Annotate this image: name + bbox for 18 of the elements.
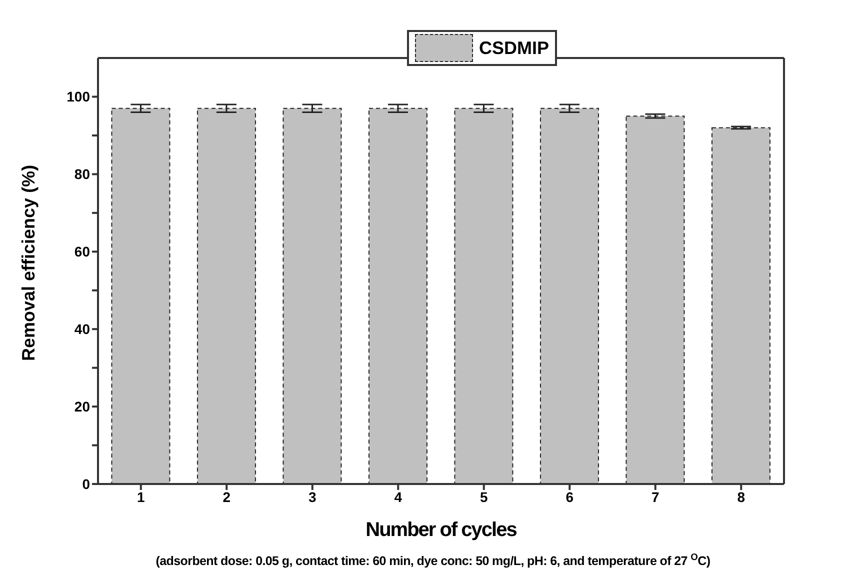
y-tick-label: 60 [74,244,90,260]
text: (adsorbent dose: 0.05 g, contact time: 60 min, dye conc: 50 mg/L, pH: 6, and temperature of 27 $^{O}$C) [156,552,710,568]
legend-label: CSDMIP [478,38,549,58]
y-tick-label: 100 [66,88,90,105]
y-tick-label: 40 [74,321,90,338]
y-tick-label: 0 [82,476,90,492]
x-tick-label: 3 [308,488,316,505]
x-tick-label: 4 [394,488,402,505]
x-tick-label: 7 [651,488,660,505]
x-tick-label: 5 [480,488,488,505]
y-tick-label: 80 [74,166,90,182]
y-axis-title: Removal efficiency (%) [18,164,38,361]
x-tick-label: 6 [566,488,574,505]
x-tick-label: 1 [136,488,145,505]
y-tick-label: 20 [74,398,90,415]
x-tick-label: 8 [737,488,746,505]
x-tick-label: 2 [222,488,231,505]
x-axis-title: Number of cycles [366,519,518,541]
